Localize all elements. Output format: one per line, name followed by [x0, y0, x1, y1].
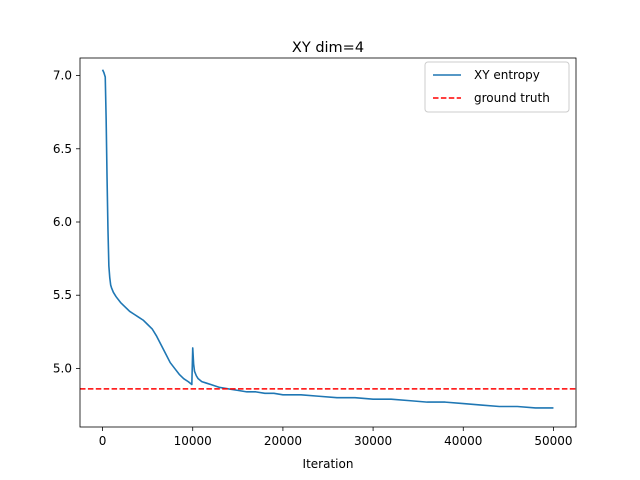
x-tick-label: 40000	[444, 434, 482, 448]
y-tick-label: 6.0	[53, 215, 72, 229]
x-tick-label: 20000	[264, 434, 302, 448]
legend-label-ground-truth: ground truth	[474, 91, 550, 105]
plot-area	[80, 69, 576, 409]
x-tick-label: 50000	[534, 434, 572, 448]
legend: XY entropy ground truth	[424, 61, 570, 113]
axes: 0 10000 20000 30000 40000 50000 5.0 5.5 6.0 6.5 7.…	[53, 57, 577, 448]
chart-title: XY dim=4	[292, 40, 364, 56]
y-tick-label: 6.5	[53, 142, 72, 156]
y-tick-label: 7.0	[53, 69, 72, 83]
y-tick-label: 5.5	[53, 288, 72, 302]
x-axis-label: Iteration	[303, 457, 354, 471]
legend-label-xy-entropy: XY entropy	[474, 68, 540, 82]
x-tick-label: 10000	[174, 434, 212, 448]
series-line-xy-entropy	[101, 69, 554, 409]
axes-frame	[79, 57, 577, 428]
x-tick-label: 30000	[354, 434, 392, 448]
y-tick-label: 5.0	[53, 361, 72, 375]
x-tick-label: 0	[99, 434, 107, 448]
